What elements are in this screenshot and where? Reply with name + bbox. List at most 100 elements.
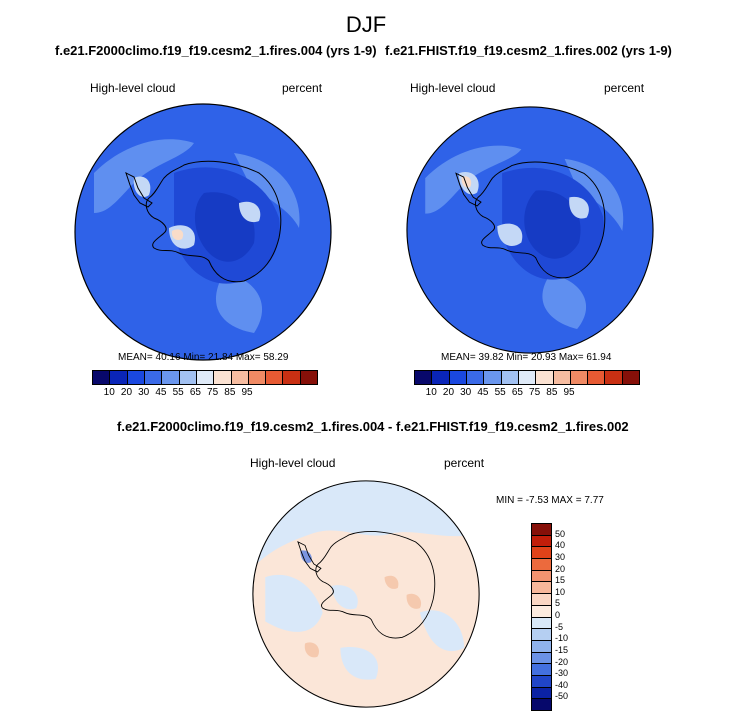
colorbar-swatch: [266, 371, 284, 384]
contour-region: [542, 274, 587, 330]
figure-title: DJF: [345, 12, 387, 37]
colorbar-tick-label: 10: [555, 586, 566, 597]
contour-region: [265, 574, 323, 632]
colorbar-swatch: [570, 371, 589, 384]
contour-region: [252, 480, 480, 569]
colorbar-swatch: [231, 371, 249, 384]
colorbar-tick-label: 30: [460, 387, 472, 398]
stats-left: MEAN= 40.16 Min= 21.84 Max= 58.29: [118, 352, 289, 363]
colorbar-swatch: [532, 535, 551, 548]
colorbar-tick-label: 10: [425, 387, 437, 398]
contour-region: [340, 647, 379, 680]
map-left: [74, 103, 332, 361]
contour-region: [425, 145, 522, 214]
contour-region: [234, 153, 300, 228]
antarctica-coastline: [474, 161, 606, 279]
contour-region: [94, 139, 194, 213]
colorbar-tick-label: 0: [555, 610, 561, 620]
colorbar-tick-label: 15: [555, 575, 566, 586]
contour-region: [331, 585, 358, 610]
colorbar-swatch: [162, 371, 180, 384]
colorbar-swatch: [248, 371, 267, 384]
colorbar-swatch: [532, 640, 551, 653]
colorbar-swatch: [415, 371, 433, 384]
colorbar-tick-label: 95: [563, 387, 575, 398]
contour-region: [304, 642, 319, 658]
panel-title-left: f.e21.F2000climo.f19_f19.cesm2_1.fires.0…: [55, 43, 377, 58]
colorbar-swatch: [283, 371, 301, 384]
colorbar-swatch: [179, 371, 197, 384]
colorbar-tick-label: -20: [555, 656, 569, 667]
colorbar-swatch: [532, 605, 551, 618]
diff-variable-label: High-level cloud: [250, 456, 336, 470]
antarctica-coastline: [315, 531, 436, 639]
map-border: [74, 103, 332, 361]
colorbar-swatch: [532, 699, 551, 710]
colorbar-swatch: [532, 687, 551, 700]
diff-units-label: percent: [444, 456, 485, 470]
colorbar-tick-label: -30: [555, 668, 569, 679]
colorbar-swatch: [484, 371, 502, 384]
colorbar-tick-label: 75: [207, 387, 219, 398]
colorbar-swatch: [532, 594, 551, 606]
colorbar-swatch: [588, 371, 606, 384]
colorbar-swatch: [622, 371, 640, 384]
colorbar-swatch: [127, 371, 145, 384]
contour-region: [524, 190, 581, 259]
colorbar-swatch: [93, 371, 111, 384]
stats-right: MEAN= 39.82 Min= 20.93 Max= 61.94: [441, 352, 612, 363]
map-right: [406, 106, 654, 354]
contour-region: [194, 192, 255, 262]
colorbar-tick-label: 20: [442, 387, 455, 398]
contour-region: [406, 593, 422, 609]
variable-label-left: High-level cloud: [90, 81, 176, 95]
contour-region: [384, 575, 399, 589]
colorbar-swatch: [501, 371, 519, 384]
colorbar-tick-label: 20: [120, 387, 133, 398]
variable-label-right: High-level cloud: [410, 81, 496, 95]
colorbar-swatch: [532, 664, 551, 676]
contour-region: [564, 158, 624, 231]
colorbar-tick-label: 75: [529, 387, 541, 398]
colorbar-tick-label: 55: [172, 387, 184, 398]
colorbar-tick-label: 45: [155, 387, 167, 398]
colorbar-swatch: [532, 675, 551, 688]
colorbar-tick-label: -15: [555, 644, 569, 655]
colorbar-diff: [531, 523, 552, 711]
contour-region: [569, 196, 589, 219]
diff-panel-title: f.e21.F2000climo.f19_f19.cesm2_1.fires.0…: [117, 419, 629, 434]
colorbar-tick-label: 65: [189, 387, 201, 398]
colorbar-tick-label: -5: [555, 621, 564, 632]
colorbar-tick-label: 20: [555, 563, 566, 574]
map-border: [252, 480, 480, 708]
colorbar-tick-label: 40: [555, 540, 566, 551]
colorbar-tick-label: -10: [555, 633, 569, 644]
units-label-left: percent: [282, 81, 323, 95]
colorbar-swatch: [466, 371, 485, 384]
colorbar-swatch: [532, 570, 551, 583]
colorbar-tick-label: -50: [555, 691, 569, 702]
colorbar-swatch: [144, 371, 163, 384]
peninsula-coastline: [297, 540, 322, 573]
peninsula-coastline: [125, 172, 153, 208]
colorbar-swatch: [518, 371, 537, 384]
colorbar-tick-label: 55: [494, 387, 506, 398]
map-border: [406, 106, 654, 354]
colorbar-swatch: [214, 371, 232, 384]
colorbar-tick-label: 5: [555, 598, 561, 609]
contour-region: [215, 273, 263, 333]
contour-region: [300, 550, 312, 563]
colorbar-right: [414, 370, 640, 385]
colorbar-swatch: [532, 524, 551, 536]
colorbar-swatch: [532, 559, 551, 571]
colorbar-left: [92, 370, 318, 385]
colorbar-tick-label: 50: [555, 528, 566, 539]
colorbar-tick-label: 85: [224, 387, 236, 398]
units-label-right: percent: [604, 81, 645, 95]
antarctica-coastline: [145, 160, 282, 283]
colorbar-swatch: [532, 547, 551, 560]
colorbar-swatch: [553, 371, 571, 384]
contour-region: [497, 223, 523, 246]
colorbar-tick-label: 95: [241, 387, 253, 398]
colorbar-swatch: [532, 582, 551, 595]
